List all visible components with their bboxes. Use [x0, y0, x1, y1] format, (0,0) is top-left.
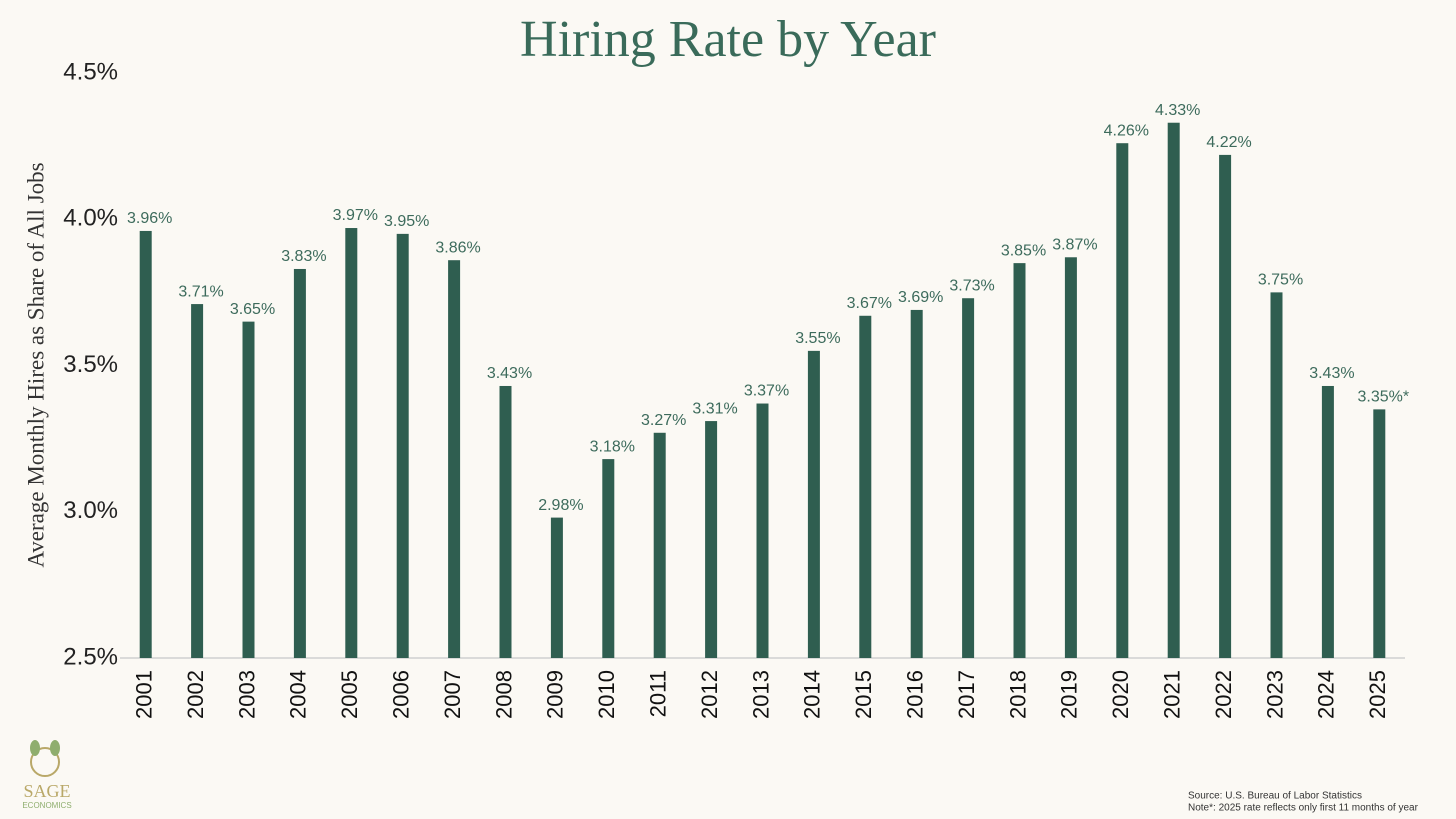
value-label: 2.98%	[538, 497, 583, 514]
x-tick-label: 2005	[337, 670, 362, 719]
value-label: 3.55%	[795, 330, 840, 347]
bar	[499, 385, 512, 658]
bar	[1116, 143, 1129, 658]
value-label: 3.43%	[1309, 365, 1354, 382]
value-label: 4.33%	[1155, 102, 1200, 119]
y-tick-label: 3.0%	[63, 497, 118, 524]
x-tick-label: 2014	[800, 670, 825, 719]
value-label: 3.85%	[1001, 242, 1046, 259]
x-tick-label: 2008	[491, 670, 516, 719]
bar	[293, 268, 306, 658]
bar	[396, 233, 409, 658]
x-tick-label: 2019	[1057, 670, 1082, 719]
y-tick-label: 4.0%	[63, 205, 118, 232]
note: Note*: 2025 rate reflects only first 11 …	[1188, 803, 1419, 814]
y-tick-label: 3.5%	[63, 351, 118, 378]
bar	[550, 517, 563, 658]
value-label: 3.87%	[1052, 236, 1097, 253]
x-tick-label: 2006	[389, 670, 414, 719]
x-tick-label: 2012	[697, 670, 722, 719]
bar	[962, 298, 975, 658]
value-label: 4.22%	[1206, 134, 1251, 151]
value-label: 3.73%	[949, 277, 994, 294]
bar	[653, 432, 666, 658]
bar	[1321, 385, 1334, 658]
x-tick-label: 2004	[286, 670, 311, 719]
bar	[1013, 263, 1026, 658]
x-tick-label: 2015	[851, 670, 876, 719]
value-label: 3.43%	[487, 365, 532, 382]
x-tick-label: 2025	[1365, 670, 1390, 719]
value-label: 3.95%	[384, 213, 429, 230]
x-tick-label: 2013	[748, 670, 773, 719]
x-tick-label: 2017	[954, 670, 979, 719]
bar	[756, 403, 769, 658]
x-tick-label: 2011	[646, 670, 671, 717]
y-tick-label: 2.5%	[63, 643, 118, 670]
bar	[705, 421, 718, 658]
logo-icon	[30, 747, 60, 777]
value-label: 3.86%	[435, 239, 480, 256]
bar	[1167, 122, 1180, 659]
bar	[1219, 154, 1232, 658]
value-label: 3.96%	[127, 210, 172, 227]
x-tick-label: 2020	[1108, 670, 1133, 719]
bar	[345, 228, 358, 658]
x-tick-label: 2001	[132, 670, 157, 719]
value-label: 3.37%	[744, 383, 789, 400]
bar	[242, 321, 255, 658]
logo-leaf	[30, 740, 40, 756]
bar	[191, 304, 204, 658]
x-tick-label: 2018	[1005, 670, 1030, 719]
logo: SAGE ECONOMICS	[22, 740, 72, 810]
value-label: 3.31%	[692, 400, 737, 417]
x-tick-label: 2023	[1262, 670, 1287, 719]
bar	[1064, 257, 1077, 658]
logo-name: SAGE	[23, 781, 70, 801]
x-tick-label: 2009	[543, 670, 568, 719]
y-axis-label: Average Monthly Hires as Share of All Jo…	[23, 162, 48, 567]
value-label: 3.71%	[178, 283, 223, 300]
value-label: 3.97%	[333, 207, 378, 224]
source: Source: U.S. Bureau of Labor Statistics	[1188, 791, 1362, 802]
value-label: 3.83%	[281, 248, 326, 265]
x-tick-label: 2003	[234, 670, 259, 719]
bar	[1373, 409, 1386, 658]
bar	[859, 315, 872, 658]
x-tick-label: 2010	[594, 670, 619, 719]
chart-title: Hiring Rate by Year	[520, 11, 936, 68]
bar	[1270, 292, 1283, 658]
bar	[602, 459, 615, 658]
value-label: 3.69%	[898, 289, 943, 306]
x-tick-label: 2007	[440, 670, 465, 719]
bar	[139, 230, 152, 658]
bar	[910, 309, 923, 658]
logo-leaf	[50, 740, 60, 756]
value-label: 3.65%	[230, 301, 275, 318]
value-label: 4.26%	[1104, 122, 1149, 139]
value-label: 3.67%	[847, 295, 892, 312]
x-tick-label: 2024	[1314, 670, 1339, 719]
x-tick-label: 2021	[1160, 670, 1185, 719]
x-tick-label: 2016	[903, 670, 928, 719]
x-tick-label: 2002	[183, 670, 208, 719]
x-tick-label: 2022	[1211, 670, 1236, 719]
y-tick-label: 4.5%	[63, 58, 118, 85]
value-label: 3.27%	[641, 412, 686, 429]
logo-tagline: ECONOMICS	[22, 801, 71, 810]
value-label: 3.35%*	[1358, 389, 1410, 406]
value-label: 3.75%	[1258, 272, 1303, 289]
bar	[807, 350, 820, 658]
value-label: 3.18%	[590, 438, 635, 455]
bar	[448, 260, 461, 658]
